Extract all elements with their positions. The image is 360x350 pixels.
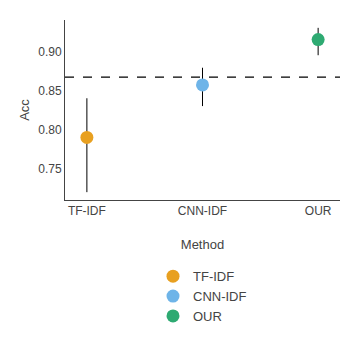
svg-text:CNN-IDF: CNN-IDF (193, 289, 246, 304)
svg-text:0.85: 0.85 (38, 84, 62, 98)
svg-text:Method: Method (181, 237, 224, 252)
svg-text:0.90: 0.90 (38, 45, 62, 59)
svg-text:CNN-IDF: CNN-IDF (178, 204, 227, 218)
svg-text:Acc: Acc (17, 99, 32, 121)
svg-text:TF-IDF: TF-IDF (193, 269, 234, 284)
svg-text:0.80: 0.80 (38, 123, 62, 137)
svg-text:TF-IDF: TF-IDF (68, 204, 106, 218)
svg-text:OUR: OUR (193, 309, 222, 324)
svg-text:0.75: 0.75 (38, 162, 62, 176)
svg-text:OUR: OUR (305, 204, 332, 218)
